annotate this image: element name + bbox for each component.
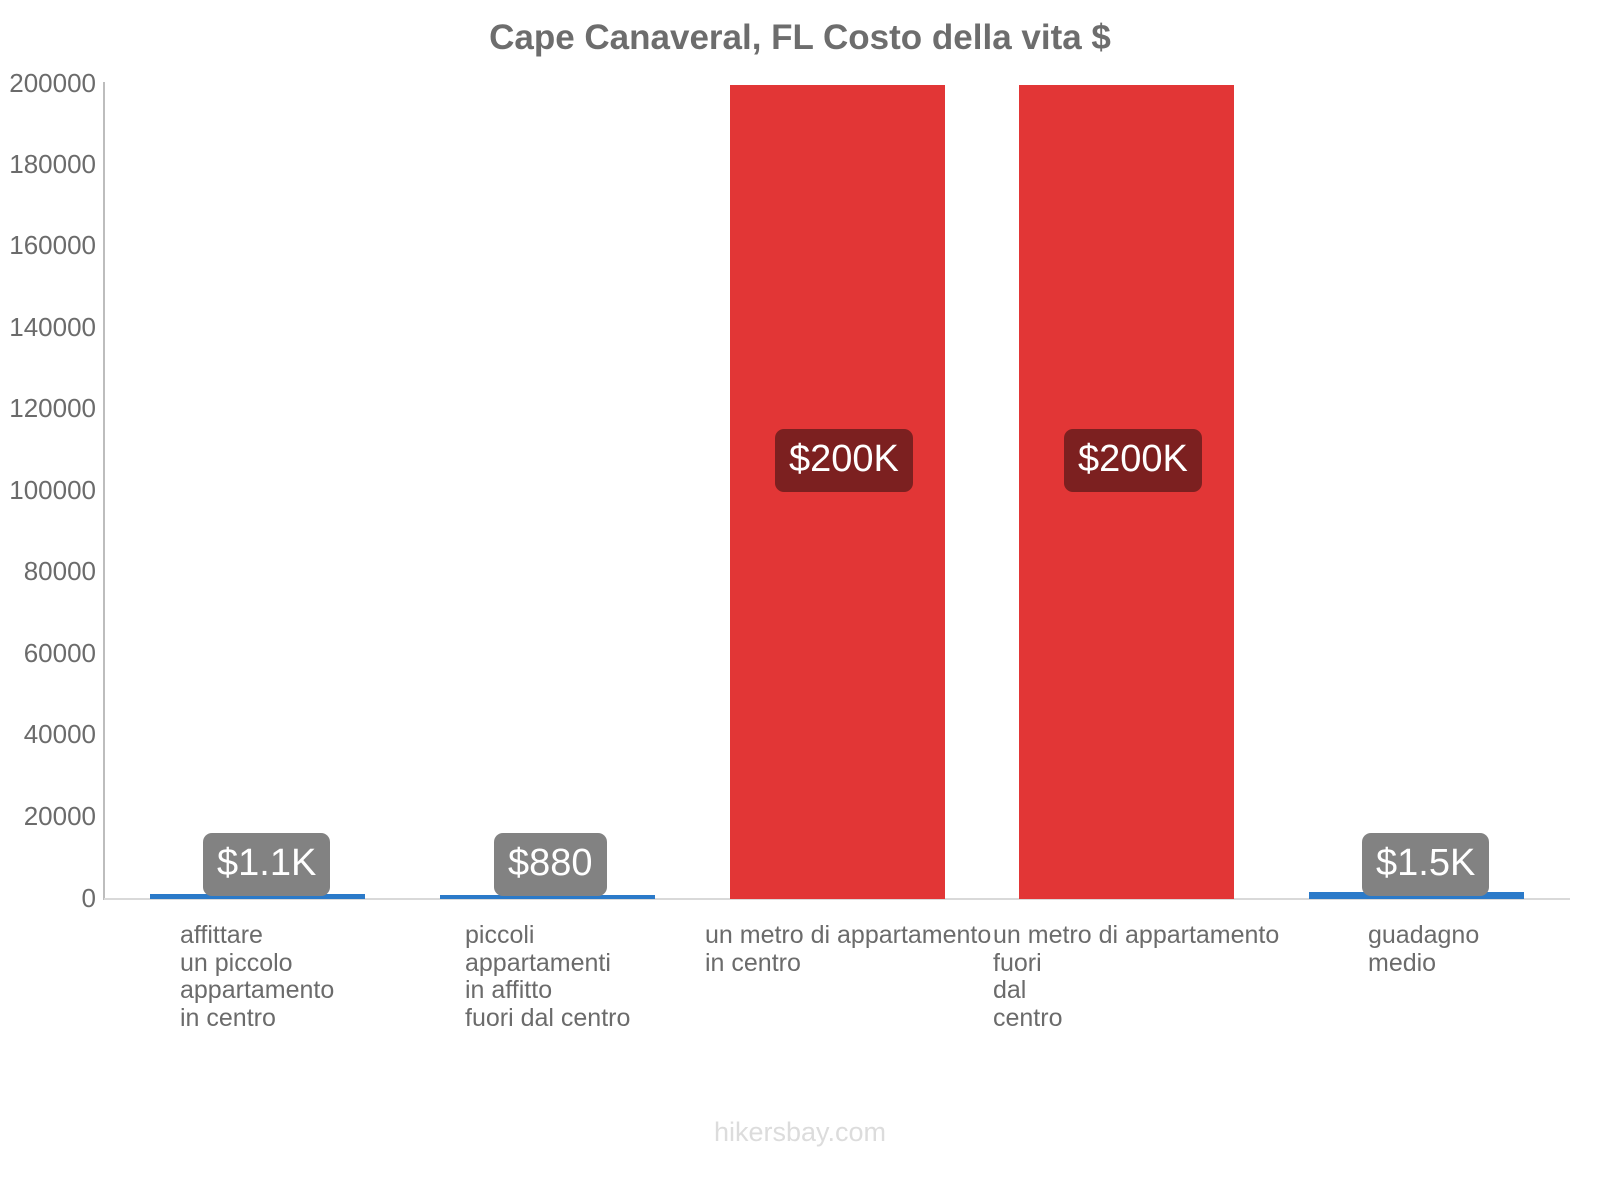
y-tick-label: 140000 xyxy=(9,312,96,342)
value-label-bar-2: $880 xyxy=(494,833,607,896)
bar-un-metro-di-appartamento-fuori-dal-centro[interactable] xyxy=(1019,85,1234,899)
value-label-bar-5: $1.5K xyxy=(1362,833,1490,896)
y-tick-label: 160000 xyxy=(9,230,96,260)
watermark: hikersbay.com xyxy=(713,1117,887,1147)
y-tick-label: 0 xyxy=(81,883,96,913)
chart-title: Cape Canaveral, FL Costo della vita $ xyxy=(489,18,1111,57)
x-axis-line xyxy=(104,898,1570,900)
value-label-bar-4: $200K xyxy=(1064,429,1202,492)
y-tick-label: 120000 xyxy=(9,393,96,423)
y-axis-line xyxy=(103,82,105,900)
y-tick-label: 100000 xyxy=(9,475,96,505)
bar-un-metro-di-appartamento-in-centro[interactable] xyxy=(730,85,945,899)
y-tick-label: 200000 xyxy=(9,68,96,98)
x-category-label-3: un metro di appartamento in centro xyxy=(705,921,992,977)
value-label-bar-3: $200K xyxy=(775,429,913,492)
bar-piccoli-appartamenti-in-affitto-fuori-dal-centro[interactable] xyxy=(440,895,655,899)
y-tick-label: 80000 xyxy=(23,556,96,586)
y-tick-label: 60000 xyxy=(23,638,96,668)
value-label-bar-1: $1.1K xyxy=(203,833,331,896)
x-category-label-2: piccoli appartamenti in affitto fuori da… xyxy=(465,921,631,1032)
y-tick-label: 180000 xyxy=(9,149,96,179)
y-tick-label: 40000 xyxy=(23,719,96,749)
plot-area xyxy=(104,85,1570,899)
x-category-label-5: guadagno medio xyxy=(1368,921,1480,977)
x-category-label-4: un metro di appartamento fuori dal centr… xyxy=(993,921,1280,1032)
bar-affittare-un-piccolo-appartamento-in-centro[interactable] xyxy=(150,894,365,899)
y-tick-label: 20000 xyxy=(23,801,96,831)
x-category-label-1: affittare un piccolo appartamento in cen… xyxy=(180,921,335,1032)
